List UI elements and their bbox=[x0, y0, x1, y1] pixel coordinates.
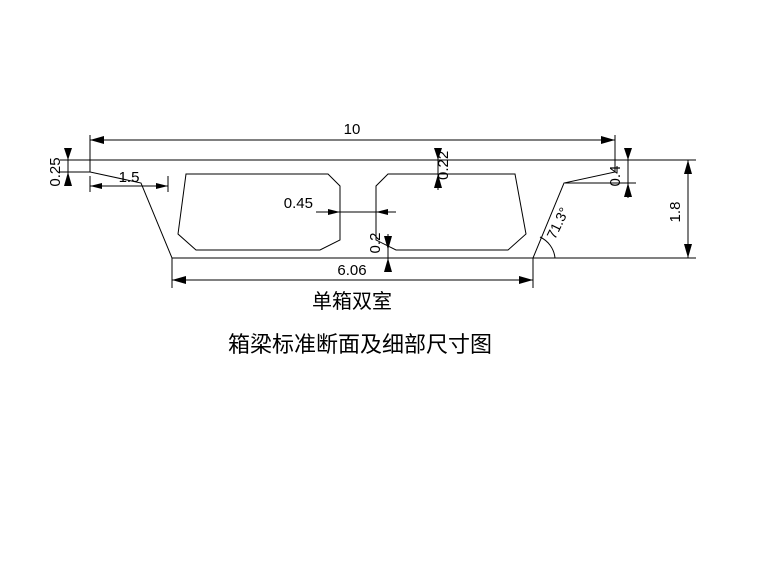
dim-total-height-value: 1.8 bbox=[667, 202, 684, 223]
left-void bbox=[178, 174, 340, 250]
dim-cantilever: 1.5 bbox=[90, 169, 168, 192]
dim-left-flange-depth: 0.25 bbox=[47, 148, 90, 187]
dim-web-angle: 71.3° bbox=[540, 205, 572, 258]
dim-void-top-value: 0.22 bbox=[435, 151, 452, 180]
dim-bottom-width-value: 6.06 bbox=[337, 262, 366, 279]
figure-title: 箱梁标准断面及细部尺寸图 bbox=[228, 332, 492, 357]
dim-void-bottom: 0.2 bbox=[367, 233, 392, 272]
dim-top-width: 10 bbox=[90, 121, 615, 160]
dim-cantilever-value: 1.5 bbox=[119, 169, 140, 186]
dim-void-top: 0.22 bbox=[434, 148, 452, 190]
girder-outline bbox=[90, 160, 615, 258]
subtype-label: 单箱双室 bbox=[312, 290, 392, 313]
dim-right-flange-edge-value: 0.4 bbox=[607, 166, 624, 187]
dim-left-flange-depth-value: 0.25 bbox=[47, 157, 64, 186]
dim-void-bottom-value: 0.2 bbox=[367, 233, 384, 254]
dim-top-width-value: 10 bbox=[344, 121, 361, 138]
dim-web-thickness-value: 0.45 bbox=[284, 195, 313, 212]
dim-right-flange-edge: 0.4 bbox=[565, 148, 636, 198]
right-void bbox=[376, 174, 526, 250]
dim-bottom-width: 6.06 bbox=[172, 258, 533, 288]
box-girder-section-diagram: 10 0.25 1.5 0.45 bbox=[0, 0, 760, 567]
